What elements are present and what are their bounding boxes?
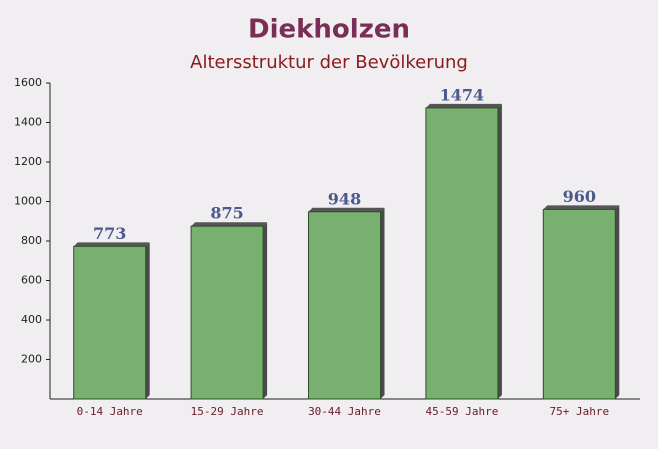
value-label: 948 bbox=[328, 189, 361, 208]
value-label: 960 bbox=[563, 187, 596, 206]
x-tick-label: 15-29 Jahre bbox=[191, 405, 264, 418]
y-tick-label: 1600 bbox=[14, 76, 42, 89]
bar bbox=[73, 245, 147, 400]
bar-shadow bbox=[263, 222, 268, 399]
bar-shadow bbox=[497, 103, 502, 399]
x-tick-label: 0-14 Jahre bbox=[77, 405, 143, 418]
bar-shadow bbox=[145, 242, 150, 399]
x-tick-label: 45-59 Jahre bbox=[425, 405, 498, 418]
x-tick-label: 30-44 Jahre bbox=[308, 405, 381, 418]
bar bbox=[542, 208, 616, 400]
bar-top bbox=[73, 242, 150, 247]
value-label: 875 bbox=[210, 204, 243, 223]
value-label: 773 bbox=[93, 224, 126, 243]
chart-title: Diekholzen bbox=[248, 15, 410, 45]
y-tick-label: 600 bbox=[21, 274, 42, 287]
bar bbox=[308, 211, 381, 400]
bar bbox=[190, 225, 264, 400]
value-label: 1474 bbox=[440, 85, 485, 104]
bar-top bbox=[191, 222, 268, 227]
y-tick-label: 1200 bbox=[14, 155, 42, 168]
bar-shadow bbox=[380, 207, 385, 399]
bar-top bbox=[543, 205, 620, 210]
y-tick-label: 400 bbox=[21, 313, 42, 326]
bar bbox=[425, 107, 499, 400]
bar-shadow bbox=[615, 205, 620, 399]
y-tick-label: 800 bbox=[21, 234, 42, 247]
y-tick-label: 200 bbox=[21, 353, 42, 366]
y-tick-label: 1400 bbox=[14, 116, 42, 129]
x-tick-label: 75+ Jahre bbox=[549, 405, 609, 418]
y-tick-label: 1000 bbox=[14, 195, 42, 208]
bar-top bbox=[425, 103, 502, 108]
chart-subtitle: Altersstruktur der Bevölkerung bbox=[190, 52, 468, 73]
bar-top bbox=[308, 207, 385, 212]
